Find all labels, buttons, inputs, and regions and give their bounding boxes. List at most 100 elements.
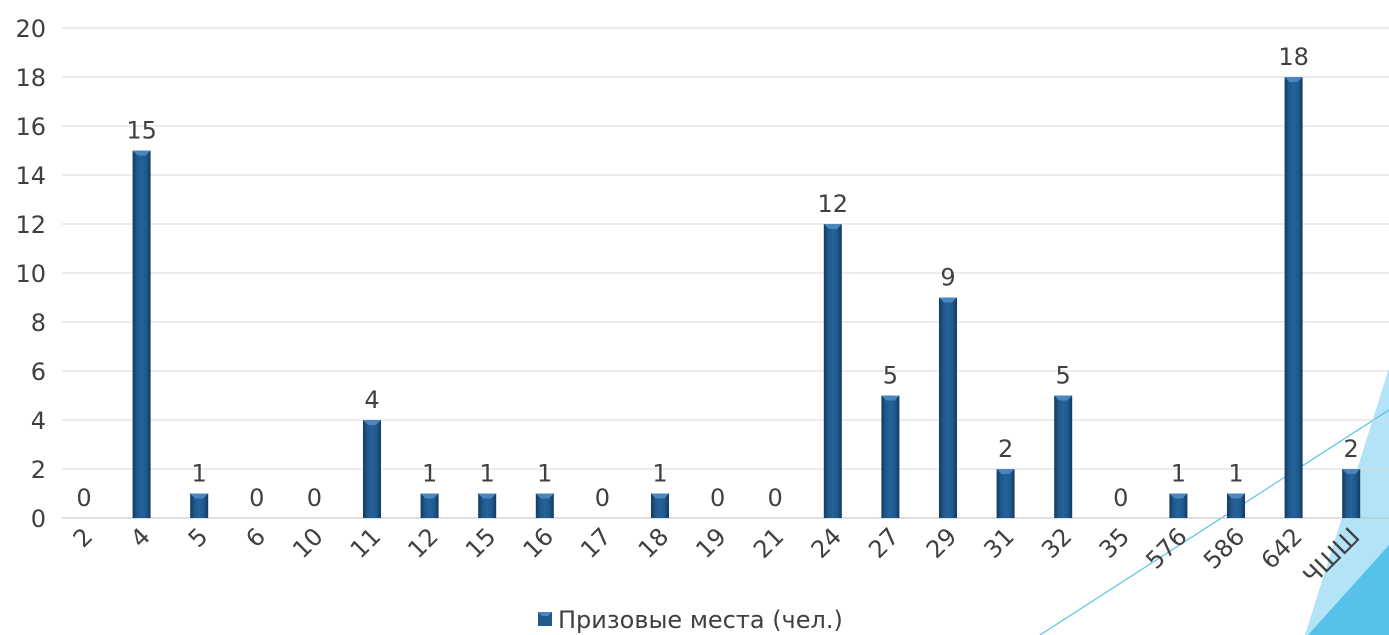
bar [651,493,669,518]
x-tick-label: 31 [978,522,1019,563]
y-tick-label: 2 [31,456,46,484]
data-label: 5 [883,362,898,390]
bar [1169,493,1188,518]
data-label: 15 [126,117,157,145]
data-label: 1 [192,460,207,488]
data-label: 0 [710,484,725,512]
x-tick-label: 6 [240,522,271,553]
x-tick-label: 4 [125,522,156,553]
bar-bevel [190,493,209,499]
x-tick-label: 19 [690,522,731,563]
bar-bevel [478,493,497,499]
x-tick-label: 11 [345,522,386,563]
data-label: 2 [1344,435,1359,463]
y-tick-label: 8 [31,309,46,337]
bar-bevel [939,297,957,303]
decor-line [1039,409,1389,635]
y-tick-label: 14 [15,162,46,190]
x-tick-label: 15 [460,522,501,563]
bar [535,493,554,518]
bar [1227,493,1245,518]
data-label: 0 [768,484,783,512]
bar-face [944,302,952,518]
bar-bevel [1054,395,1073,401]
bar-bevel [1169,493,1188,499]
bar-face [1059,400,1068,518]
y-tick-label: 4 [31,407,46,435]
y-tick-label: 16 [15,113,46,141]
bar-face [1001,474,1010,518]
bar [1054,395,1073,518]
bar [363,420,381,518]
bar [1284,77,1303,518]
x-tick-label: 35 [1094,522,1135,563]
data-label: 4 [364,386,379,414]
x-tick-label: 586 [1198,522,1250,574]
x-tick-label: 2 [68,522,99,553]
bar-bevel [420,493,439,499]
bar-bevel [651,493,669,499]
bar-face [425,498,434,518]
bar-bevel [1342,469,1361,474]
bar-bevel [1227,493,1245,499]
x-tick-label: 21 [748,522,789,563]
data-label: 0 [307,484,322,512]
x-tick-label: 12 [402,522,443,563]
bar [939,297,957,518]
y-tick-label: 0 [31,505,46,533]
data-labels: 0 15 1 0 0 4 1 1 1 0 1 0 0 12 5 9 2 5 0 1 1 18 2 [76,43,1358,512]
bar-bevel [132,150,151,156]
data-label: 0 [249,484,264,512]
bar-face [886,400,895,518]
bar-bevel [1284,77,1303,82]
x-tick-label: 18 [633,522,674,563]
y-tick-label: 18 [15,64,46,92]
y-tick-label: 20 [15,15,46,43]
bar [1342,469,1361,518]
data-label: 1 [537,460,552,488]
y-tick-label: 10 [15,260,46,288]
data-label: 1 [422,460,437,488]
gridlines [62,27,1389,519]
y-tick-label: 12 [15,211,46,239]
x-tick-label: 16 [518,522,559,563]
data-label: 0 [1113,484,1128,512]
y-tick-label: 6 [31,358,46,386]
x-tick-label: 24 [806,522,847,563]
bar-face [1174,498,1183,518]
bar-bevel [881,395,900,401]
x-tick-label: 5 [183,522,214,553]
data-label: 1 [1171,460,1186,488]
x-tick-label: 576 [1140,522,1192,574]
bar [420,493,439,518]
bar [823,224,842,518]
bar-face [656,498,664,518]
y-axis: 0 2 4 6 8 10 12 14 16 18 20 [15,15,46,533]
legend-label: Призовые места (чел.) [558,606,843,634]
bar-face [1347,474,1356,518]
bar-face [1232,498,1240,518]
x-tick-label: 29 [921,522,962,563]
bar-bevel [996,469,1015,474]
bar-face [828,229,837,518]
bar-face [368,425,376,518]
legend-swatch [538,612,552,626]
bar-face [1289,82,1298,518]
data-label: 5 [1056,362,1071,390]
data-label: 1 [480,460,495,488]
data-label: 2 [998,435,1013,463]
bar-bevel [363,420,381,425]
x-tick-label: 17 [575,522,616,563]
decor-layer [1039,368,1389,635]
data-label: 1 [1228,460,1243,488]
data-label: 12 [818,190,849,218]
x-tick-label: 27 [863,522,904,563]
bar-face [137,155,146,518]
bar [996,469,1015,518]
bar [132,150,151,518]
decor-triangle [1308,545,1389,635]
x-axis: 2 4 5 6 10 11 12 15 16 17 18 19 21 24 27 29 31 32 35 576 586… [68,522,1366,590]
data-label: 0 [76,484,91,512]
bar-face [540,498,549,518]
